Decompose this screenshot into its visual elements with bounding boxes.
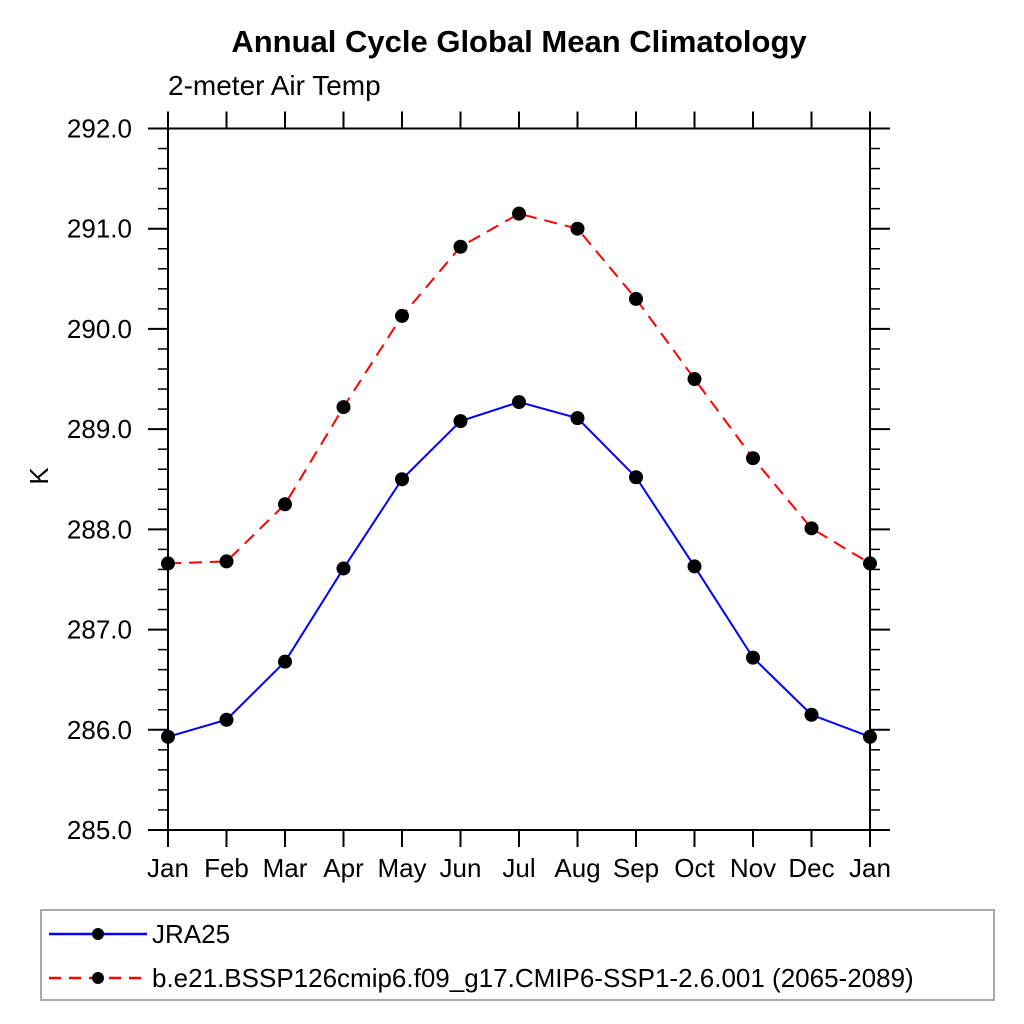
y-tick-label: 288.0 — [67, 514, 132, 544]
y-tick-label: 290.0 — [67, 314, 132, 344]
x-tick-label: Oct — [674, 853, 715, 883]
x-tick-label: Mar — [263, 853, 308, 883]
x-tick-label: Aug — [554, 853, 600, 883]
data-point-s0-11 — [804, 707, 819, 722]
x-tick-label: Nov — [730, 853, 776, 883]
data-point-s1-12 — [863, 556, 877, 571]
legend-marker-dot-icon — [92, 928, 104, 940]
legend-box: JRA25 b.e21.BSSP126cmip6.f09_g17.CMIP6-S… — [40, 909, 995, 1001]
data-point-s0-7 — [570, 411, 585, 426]
y-tick-label: 289.0 — [67, 414, 132, 444]
data-point-s1-10 — [746, 451, 760, 466]
plot-frame — [167, 127, 871, 831]
x-tick-label: Jan — [849, 853, 891, 883]
x-tick-label: Jan — [147, 853, 189, 883]
data-point-s0-3 — [336, 561, 351, 576]
legend-label-0: JRA25 — [152, 918, 231, 949]
legend-marker-dot-icon — [92, 972, 104, 984]
data-point-s1-4 — [395, 308, 409, 323]
legend-item-1: b.e21.BSSP126cmip6.f09_g17.CMIP6-SSP1-2.… — [49, 956, 993, 1000]
data-point-s1-0 — [161, 556, 175, 571]
data-point-s0-8 — [629, 470, 643, 485]
data-point-s1-9 — [687, 372, 702, 387]
legend-line-sample-solid — [49, 928, 147, 940]
data-point-s1-11 — [804, 521, 819, 536]
data-point-s0-5 — [453, 414, 468, 429]
x-tick-label: Sep — [613, 853, 659, 883]
data-point-s0-1 — [219, 712, 234, 727]
series-line-1 — [167, 212, 871, 565]
legend-line-sample-dashed — [49, 972, 147, 984]
data-point-s0-2 — [278, 654, 292, 669]
y-tick-label: 285.0 — [67, 815, 132, 845]
x-tick-label: May — [377, 853, 426, 883]
x-tick-label: Jul — [502, 853, 535, 883]
data-point-s1-1 — [219, 554, 234, 569]
y-tick-label: 287.0 — [67, 615, 132, 645]
data-point-s0-4 — [395, 472, 409, 487]
data-point-s1-5 — [453, 239, 468, 254]
x-tick-label: Jun — [440, 853, 482, 883]
y-tick-label: 286.0 — [67, 715, 132, 745]
data-point-s0-9 — [687, 559, 702, 574]
legend-label-1: b.e21.BSSP126cmip6.f09_g17.CMIP6-SSP1-2.… — [152, 962, 914, 993]
x-tick-label: Feb — [204, 853, 249, 883]
chart-subtitle: 2-meter Air Temp — [168, 70, 381, 101]
data-point-s1-3 — [336, 400, 351, 415]
data-point-s1-2 — [278, 497, 292, 512]
legend-item-0: JRA25 — [49, 912, 993, 956]
data-point-s0-10 — [746, 650, 760, 665]
data-point-s1-7 — [570, 221, 585, 236]
x-tick-label: Apr — [323, 853, 364, 883]
chart-title: Annual Cycle Global Mean Climatology — [231, 24, 807, 59]
series-line-0 — [167, 401, 871, 738]
data-point-s1-6 — [512, 206, 526, 221]
y-tick-label: 292.0 — [67, 114, 132, 144]
data-point-s0-12 — [863, 729, 877, 744]
data-point-s0-6 — [512, 395, 526, 410]
data-point-s1-8 — [629, 291, 643, 306]
data-point-s0-0 — [161, 729, 175, 744]
x-tick-label: Dec — [788, 853, 834, 883]
y-tick-label: 291.0 — [67, 214, 132, 244]
